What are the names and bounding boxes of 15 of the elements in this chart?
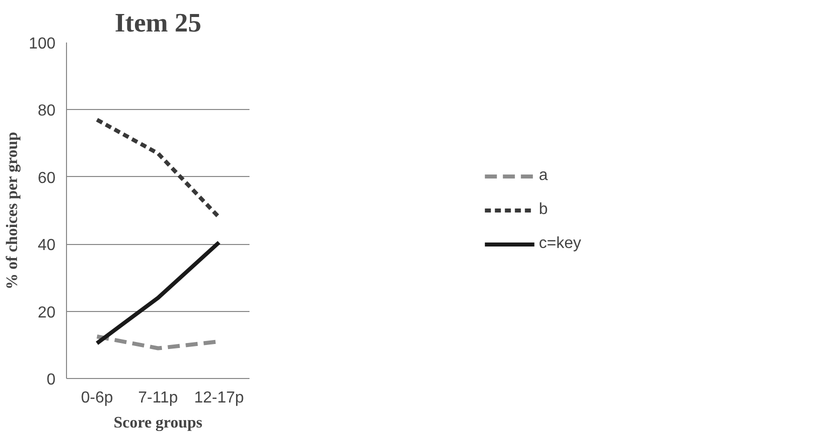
y-tick-label: 80 [38, 102, 56, 120]
x-tick-label: 7-11p [138, 390, 178, 406]
y-tick-label: 0 [46, 372, 56, 388]
legend-label: a [538, 167, 549, 185]
y-tick-label: 100 [28, 36, 56, 52]
y-axis-title: % of choices per group [4, 132, 21, 290]
x-tick-label: 12-17p [194, 390, 244, 406]
x-tick-label: 0-6p [80, 390, 114, 406]
chart-title: Item 25 [114, 8, 202, 38]
y-tick-label: 20 [38, 304, 56, 322]
y-tick-label: 60 [38, 170, 56, 187]
legend-label: b [538, 201, 549, 219]
x-axis-title: Score groups [114, 414, 202, 432]
legend-label: c=key [538, 235, 582, 253]
y-tick-label: 40 [38, 237, 56, 254]
